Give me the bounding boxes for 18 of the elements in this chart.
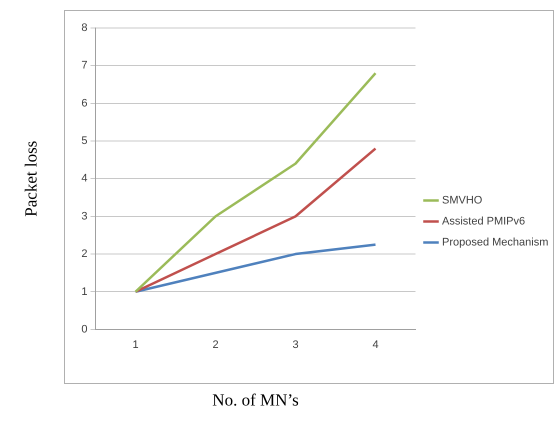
x-tick-label: 3 (292, 339, 299, 352)
x-tick-label: 2 (212, 339, 219, 352)
legend-label: Assisted PMIPv6 (442, 216, 526, 228)
y-tick-label: 4 (81, 172, 88, 185)
y-tick-label: 1 (81, 286, 88, 298)
y-axis-title: Packet loss (22, 140, 41, 217)
legend-label: SMVHO (442, 194, 483, 207)
x-axis-title: No. of MN’s (212, 390, 299, 410)
x-tick-label: 4 (372, 339, 379, 352)
legend-label: Proposed Mechanism (442, 236, 548, 249)
y-tick-label: 2 (81, 248, 88, 260)
y-tick-label: 0 (81, 323, 88, 336)
y-tick-label: 5 (81, 135, 88, 148)
y-tick-label: 8 (81, 22, 88, 34)
x-tick-label: 1 (132, 339, 139, 352)
y-tick-label: 6 (81, 97, 88, 110)
y-tick-label: 7 (81, 60, 88, 72)
y-tick-label: 3 (81, 210, 88, 222)
